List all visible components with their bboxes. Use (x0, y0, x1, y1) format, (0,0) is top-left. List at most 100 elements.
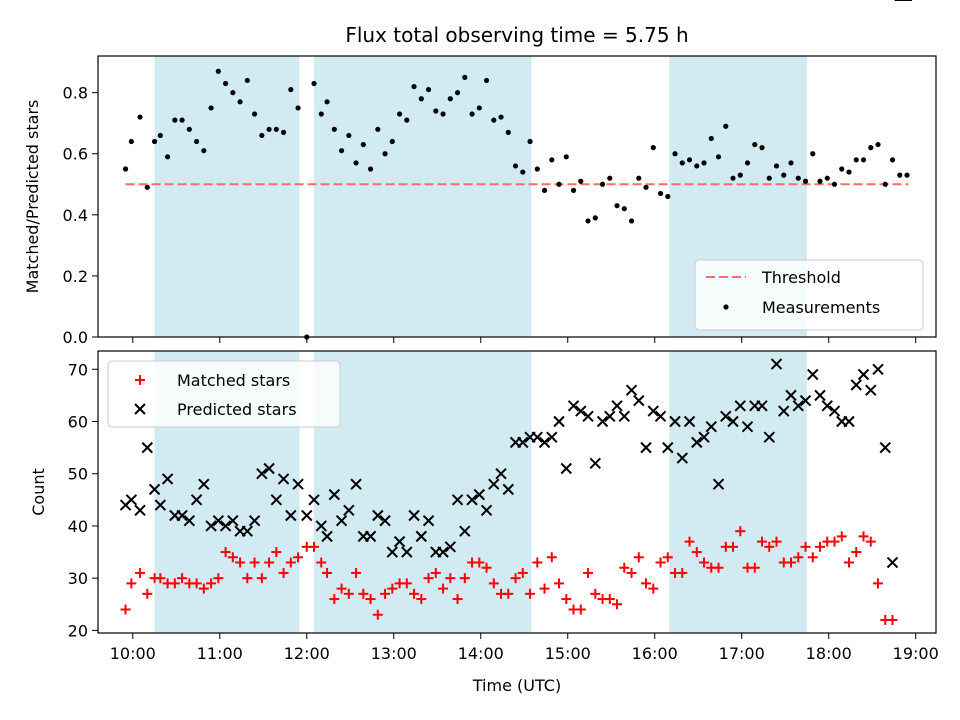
predicted-star-point (350, 478, 362, 490)
measurement-point (759, 145, 765, 151)
predicted-star-point (879, 441, 891, 454)
predicted-star-point (698, 431, 710, 443)
cross-stroke-b (415, 530, 428, 543)
measurement-point (512, 163, 519, 169)
cross-stroke-b (183, 515, 196, 527)
cross-stroke-b (633, 394, 645, 407)
cross-stroke-b (886, 556, 899, 569)
matched-star-point (662, 552, 673, 563)
measurement-point (592, 215, 598, 221)
measurement-point (172, 117, 178, 123)
measurement-point (882, 181, 888, 187)
predicted-star-point (205, 520, 217, 532)
matched-star-point (423, 573, 434, 584)
cross-stroke-b (531, 431, 544, 443)
cross-stroke-b (350, 478, 362, 490)
predicted-star-point (183, 515, 196, 527)
cross-stroke-b (560, 462, 573, 475)
measurement-point (375, 126, 381, 132)
cross-stroke-b (865, 384, 877, 396)
measurement-point (222, 80, 229, 87)
cross-stroke-b (669, 415, 681, 428)
cross-stroke-b (466, 494, 478, 506)
cross-stroke-b (821, 400, 833, 412)
matched-star-point (815, 541, 826, 552)
matched-star-point (336, 583, 347, 594)
y-tick-label: 70 (68, 360, 88, 379)
predicted-star-point (596, 415, 609, 428)
cross-stroke-b (647, 405, 659, 417)
measurement-point (318, 111, 324, 117)
predicted-star-point (618, 410, 630, 422)
predicted-star-point (154, 499, 167, 511)
matched-star-point (677, 567, 688, 578)
matched-star-point (829, 536, 840, 547)
predicted-star-point (488, 478, 500, 490)
matched-star-point (256, 573, 267, 584)
cross-stroke-b (567, 400, 580, 412)
cross-stroke-b (756, 400, 768, 412)
cross-stroke-b (328, 488, 341, 501)
matched-star-point (735, 526, 746, 537)
predicted-star-point (676, 452, 688, 464)
y-tick-label: 0.4 (63, 206, 88, 225)
cross-stroke-b (872, 363, 884, 375)
matched-star-point (583, 567, 594, 578)
matched-star-point (865, 536, 876, 547)
predicted-star-point (770, 358, 783, 370)
matched-star-point (387, 583, 398, 594)
predicted-star-point (814, 389, 826, 402)
cross-stroke-b (843, 415, 855, 428)
measurement-point (773, 163, 780, 169)
measurement-point (324, 99, 330, 105)
matched-star-point (851, 547, 862, 558)
matched-star-point (836, 531, 847, 542)
predicted-star-point (553, 415, 565, 428)
cross-stroke-b (176, 509, 188, 522)
predicted-star-point (473, 488, 486, 501)
measurement-point (607, 175, 613, 181)
matched-star-point (807, 552, 818, 563)
measurement-point (491, 117, 497, 123)
count-legend-box (107, 360, 341, 428)
cross-stroke-b (828, 405, 841, 417)
measurement-point (462, 74, 468, 80)
matched-star-point (309, 541, 320, 552)
cross-stroke-b (364, 530, 377, 543)
cross-stroke-b (596, 415, 609, 428)
cross-stroke-b (611, 400, 623, 412)
x-axis-label: Time (UTC) (472, 676, 561, 695)
y-tick-label: 20 (68, 621, 88, 640)
matched-star-point (532, 557, 543, 568)
measurement-point (846, 169, 852, 175)
measurement-point (788, 160, 794, 166)
predicted-star-point (335, 515, 348, 527)
measurement-point (650, 145, 656, 151)
measurement-point (686, 157, 693, 163)
observing-window (314, 351, 532, 633)
matched-star-point (554, 578, 565, 589)
predicted-star-point (198, 478, 210, 490)
matched-star-point (191, 578, 202, 589)
cross-stroke-b (538, 436, 551, 449)
predicted-star-point (364, 530, 377, 543)
measurement-point (708, 135, 714, 142)
predicted-star-point (886, 556, 899, 569)
measurement-point (824, 175, 830, 181)
matched-star-point (343, 588, 354, 599)
cross-stroke-b (640, 441, 652, 454)
predicted-star-point (517, 436, 529, 449)
predicted-star-point (219, 520, 232, 532)
predicted-star-point (843, 415, 855, 428)
predicted-star-point (256, 468, 268, 480)
predicted-star-point (727, 415, 739, 428)
measurement-point (259, 132, 265, 139)
predicted-star-point (466, 494, 478, 506)
measurement-point (346, 132, 352, 139)
matched-star-point (213, 573, 224, 584)
cross-stroke-b (321, 530, 333, 543)
measurement-point (208, 105, 214, 111)
measurement-point (752, 141, 758, 148)
observing-window (154, 56, 300, 337)
matched-star-point (561, 594, 572, 605)
